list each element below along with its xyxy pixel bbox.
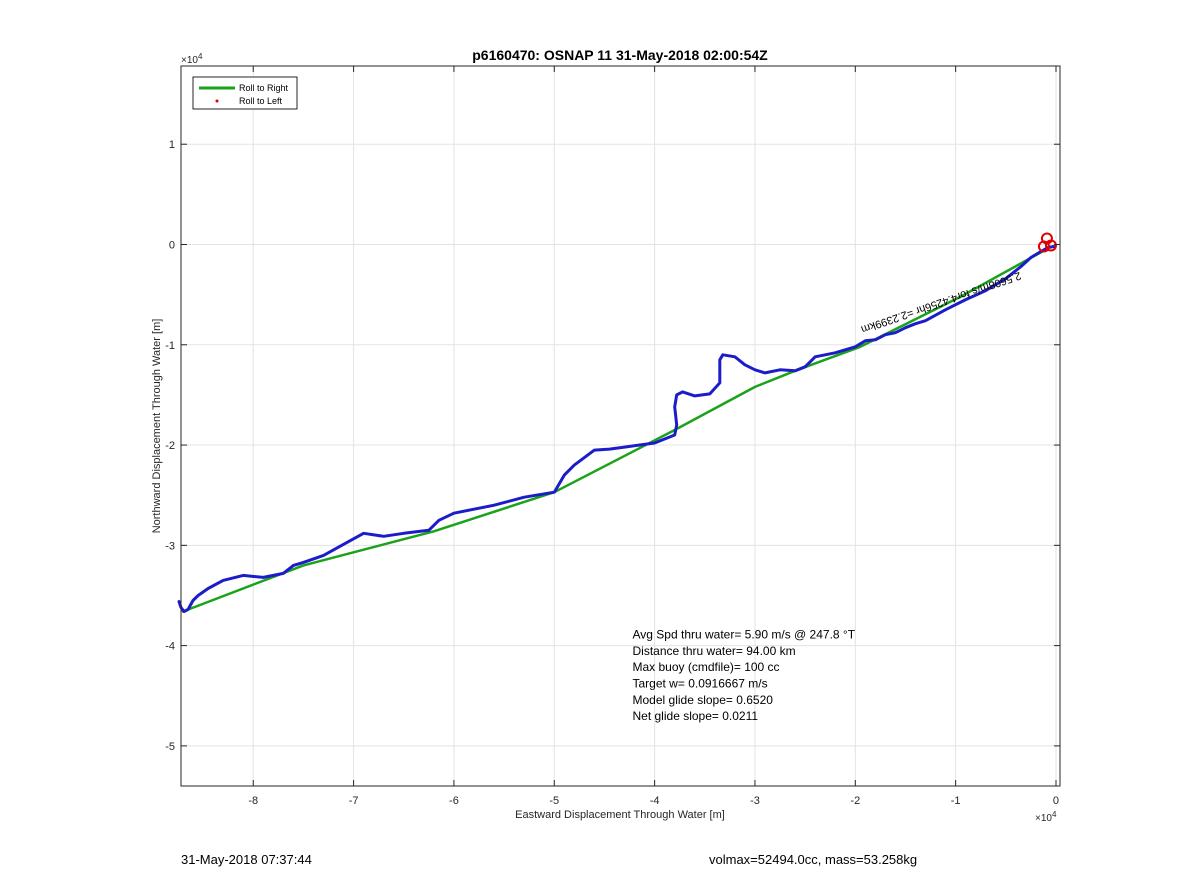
y-exponent-label: ×104 — [181, 52, 203, 66]
x-tick-label: -1 — [951, 795, 961, 807]
y-tick-label: -4 — [165, 641, 175, 653]
y-tick-label: 1 — [169, 139, 175, 151]
x-tick-label: -2 — [850, 795, 860, 807]
stat-max-buoy: Max buoy (cmdfile)= 100 cc — [633, 660, 780, 674]
chart-title: p6160470: OSNAP 11 31-May-2018 02:00:54Z — [472, 47, 768, 63]
stat-net-glide-slope: Net glide slope= 0.0211 — [633, 709, 759, 723]
gridlines — [181, 66, 1060, 786]
x-exponent-power: 4 — [1052, 810, 1057, 819]
stat-avg-speed: Avg Spd thru water= 5.90 m/s @ 247.8 °T — [633, 628, 856, 642]
roll-left-marker — [1044, 239, 1057, 252]
x-exponent-base: ×10 — [1035, 813, 1052, 824]
y-tick-label: 0 — [169, 239, 175, 251]
legend-swatch-roll-left — [215, 99, 219, 103]
y-tick-label: -1 — [165, 340, 175, 352]
x-tick-label: -4 — [650, 795, 660, 807]
series-line-glider-track — [177, 245, 1056, 613]
plot-frame — [180, 65, 1061, 787]
y-axis-label: Northward Displacement Through Water [m] — [151, 319, 163, 534]
x-tick-label: -5 — [549, 795, 559, 807]
x-tick-label: 0 — [1053, 795, 1059, 807]
y-exponent-power: 4 — [198, 52, 203, 61]
stats-annotations: Avg Spd thru water= 5.90 m/s @ 247.8 °T … — [633, 628, 856, 724]
y-tick-label: -5 — [165, 741, 175, 753]
x-tick-label: -3 — [750, 795, 760, 807]
x-exponent-label: ×104 — [1035, 810, 1057, 824]
stat-target-w: Target w= 0.0916667 m/s — [633, 677, 768, 691]
roll-left-marker — [1037, 240, 1050, 253]
legend-label-roll-left: Roll to Left — [239, 96, 283, 106]
series-line-roll-right — [181, 248, 1048, 613]
footer-timestamp: 31-May-2018 07:37:44 — [181, 852, 312, 867]
y-exponent-base: ×10 — [181, 55, 198, 66]
footer-vol-mass: volmax=52494.0cc, mass=53.258kg — [709, 852, 918, 867]
stat-model-glide-slope: Model glide slope= 0.6520 — [633, 693, 774, 707]
legend: Roll to Right Roll to Left — [192, 76, 298, 110]
legend-box — [192, 76, 298, 110]
x-tick-label: -6 — [449, 795, 459, 807]
y-tick-label: -2 — [165, 440, 175, 452]
y-tick-label: -3 — [165, 540, 175, 552]
series-group — [177, 232, 1057, 613]
x-tick-label: -8 — [248, 795, 258, 807]
x-tick-label: -7 — [349, 795, 359, 807]
ticks-group: -8 -7 -6 -5 -4 -3 -2 -1 0 -5 -4 -3 -2 -1 0 1 — [165, 66, 1060, 807]
x-axis-label: Eastward Displacement Through Water [m] — [515, 809, 725, 821]
legend-label-roll-right: Roll to Right — [239, 83, 289, 93]
stat-distance: Distance thru water= 94.00 km — [633, 644, 796, 658]
